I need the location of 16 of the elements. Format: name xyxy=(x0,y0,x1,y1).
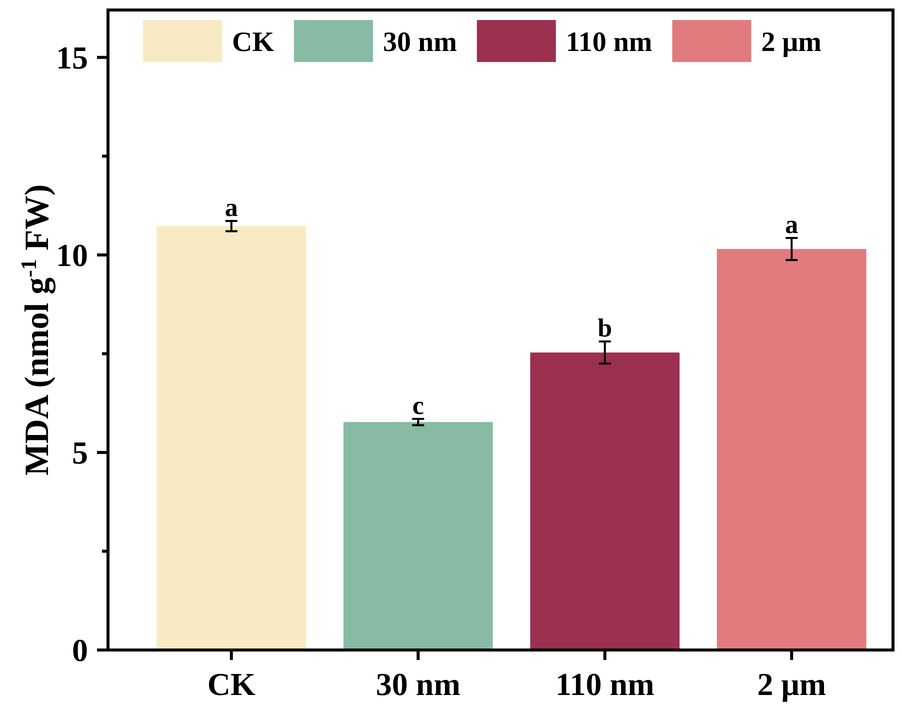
y-tick-label: 5 xyxy=(72,434,88,471)
legend-label: 110 nm xyxy=(566,27,652,58)
x-tick-label: 30 nm xyxy=(376,666,461,702)
x-tick-label: 2 μm xyxy=(757,666,826,702)
annotation: b xyxy=(598,313,612,342)
y-tick-label: 0 xyxy=(72,632,88,668)
legend-label: 30 nm xyxy=(383,27,457,58)
x-tick-label: CK xyxy=(207,666,256,702)
annotation: c xyxy=(412,390,424,420)
y-tick-label: 15 xyxy=(56,40,88,76)
y-tick-label: 10 xyxy=(56,237,88,274)
x-tick-label: 110 nm xyxy=(556,666,655,702)
legend-label: CK xyxy=(232,27,274,58)
legend-label: 2 μm xyxy=(761,27,822,58)
annotation: a xyxy=(785,210,798,239)
annotation: a xyxy=(224,192,238,222)
